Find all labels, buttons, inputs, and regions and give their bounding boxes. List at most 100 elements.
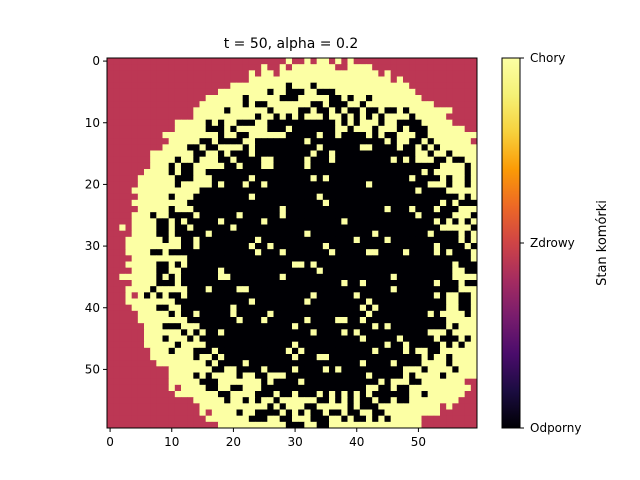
heatmap-cell xyxy=(285,384,293,392)
heatmap-cell xyxy=(137,378,145,386)
heatmap-cell xyxy=(409,329,416,336)
heatmap-cell xyxy=(390,286,398,293)
heatmap-cell xyxy=(359,372,367,380)
heatmap-cell xyxy=(107,391,114,398)
heatmap-cell xyxy=(390,88,398,96)
heatmap-cell xyxy=(310,286,318,293)
heatmap-cell xyxy=(470,187,478,195)
heatmap-cell xyxy=(310,236,318,244)
heatmap-cell xyxy=(236,76,244,84)
heatmap-cell xyxy=(187,366,194,373)
heatmap-cell xyxy=(378,199,385,207)
heatmap-cell xyxy=(168,95,176,102)
heatmap-cell xyxy=(174,292,182,299)
heatmap-cell xyxy=(304,397,311,404)
heatmap-cell xyxy=(224,224,231,232)
heatmap-cell xyxy=(298,193,305,201)
x-tick-label: 20 xyxy=(226,435,241,449)
heatmap-cell xyxy=(329,144,336,151)
heatmap-cell xyxy=(470,119,478,127)
heatmap-cell xyxy=(390,175,398,182)
heatmap-cell xyxy=(292,212,299,219)
heatmap-cell xyxy=(421,391,429,398)
heatmap-cell xyxy=(242,224,250,232)
heatmap-cell xyxy=(396,212,404,219)
heatmap-cell xyxy=(267,230,274,238)
heatmap-cell xyxy=(181,76,188,84)
heatmap-cell xyxy=(242,119,250,127)
heatmap-cell xyxy=(218,82,225,90)
heatmap-cell xyxy=(341,341,348,349)
heatmap-cell xyxy=(372,304,379,312)
heatmap-cell xyxy=(199,156,207,164)
heatmap-cell xyxy=(236,360,244,367)
heatmap-cell xyxy=(119,267,126,275)
heatmap-cell xyxy=(292,82,299,90)
heatmap-cell xyxy=(248,64,256,71)
heatmap-cell xyxy=(421,212,429,219)
heatmap-cell xyxy=(341,372,348,380)
heatmap-cell xyxy=(366,156,373,164)
heatmap-cell xyxy=(366,403,373,410)
heatmap-cell xyxy=(366,175,373,182)
heatmap-cell xyxy=(168,187,176,195)
heatmap-cell xyxy=(285,304,293,312)
heatmap-cell xyxy=(372,107,379,114)
heatmap-cell xyxy=(372,255,379,262)
heatmap-cell xyxy=(316,421,324,429)
heatmap-cell xyxy=(298,372,305,380)
heatmap-cell xyxy=(144,329,151,336)
heatmap-cell xyxy=(316,372,324,380)
heatmap-cell xyxy=(224,292,231,299)
heatmap-cell xyxy=(390,378,398,386)
heatmap-cell xyxy=(131,218,139,225)
heatmap-cell xyxy=(421,329,429,336)
heatmap-cell xyxy=(279,107,287,114)
heatmap-cell xyxy=(230,113,237,121)
heatmap-cell xyxy=(292,347,299,355)
heatmap-cell xyxy=(131,341,139,349)
heatmap-cell xyxy=(181,341,188,349)
heatmap-cell xyxy=(193,304,200,312)
heatmap-cell xyxy=(446,267,453,275)
heatmap-cell xyxy=(304,125,311,133)
heatmap-cell xyxy=(168,310,176,318)
heatmap-cell xyxy=(452,378,459,386)
heatmap-cell xyxy=(316,347,324,355)
heatmap-cell xyxy=(384,249,392,256)
heatmap-cell xyxy=(446,119,453,127)
heatmap-cell xyxy=(347,132,355,139)
heatmap-cell xyxy=(261,144,268,151)
heatmap-cell xyxy=(366,224,373,232)
heatmap-cell xyxy=(187,249,194,256)
heatmap-cell xyxy=(452,236,459,244)
heatmap-cell xyxy=(403,384,410,392)
heatmap-cell xyxy=(427,193,435,201)
heatmap-cell xyxy=(409,255,416,262)
heatmap-cell xyxy=(452,181,459,188)
heatmap-cell xyxy=(366,409,373,417)
heatmap-cell xyxy=(298,162,305,170)
heatmap-cell xyxy=(113,224,120,232)
heatmap-cell xyxy=(378,347,385,355)
heatmap-cell xyxy=(440,169,447,176)
heatmap-cell xyxy=(304,199,311,207)
heatmap-cell xyxy=(329,286,336,293)
heatmap-cell xyxy=(433,403,441,410)
heatmap-cell xyxy=(267,58,274,65)
heatmap-cell xyxy=(322,125,330,133)
heatmap-cell xyxy=(316,261,324,269)
heatmap-cell xyxy=(458,156,466,164)
heatmap-cell xyxy=(162,95,170,102)
heatmap-cell xyxy=(415,150,422,158)
heatmap-cell xyxy=(470,391,478,398)
heatmap-cell xyxy=(433,415,441,423)
heatmap-cell xyxy=(335,162,342,170)
heatmap-cell xyxy=(329,187,336,195)
heatmap-cell xyxy=(310,335,318,343)
heatmap-cell xyxy=(193,403,200,410)
heatmap-cell xyxy=(187,144,194,151)
colorbar-tick-label: Odporny xyxy=(530,421,581,435)
heatmap-cell xyxy=(211,58,219,65)
heatmap-cell xyxy=(224,341,231,349)
